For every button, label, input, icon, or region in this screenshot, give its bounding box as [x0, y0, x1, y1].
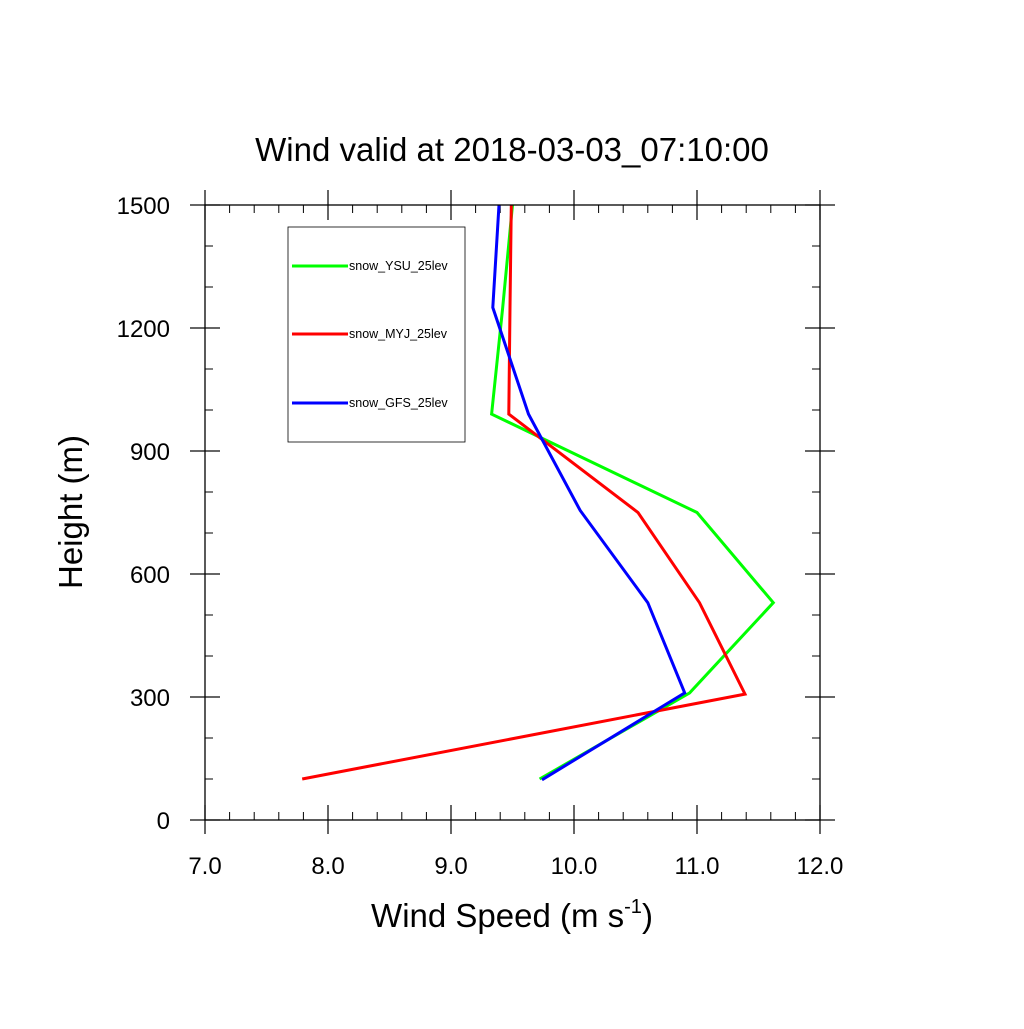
y-tick-label: 0	[157, 808, 170, 835]
y-tick-labels: 0 300 600 900 1200 1500	[117, 193, 170, 835]
minor-ticks	[204, 204, 821, 821]
series-lines	[301, 204, 776, 782]
y-axis-label: Height (m)	[52, 435, 89, 589]
y-tick-label: 1500	[117, 193, 170, 220]
series-line-snow_GFS_25lev	[491, 204, 687, 782]
x-axis-label-main: Wind Speed (m s	[371, 897, 624, 934]
legend-box	[287, 226, 466, 443]
legend: snow_YSU_25lev snow_MYJ_25lev snow_GFS_25l…	[287, 226, 466, 443]
x-axis-label-exponent: -1	[624, 896, 642, 918]
x-tick-label: 7.0	[188, 853, 221, 880]
x-tick-label: 10.0	[551, 853, 598, 880]
x-tick-label: 8.0	[311, 853, 344, 880]
x-tick-label: 12.0	[797, 853, 844, 880]
x-tick-label: 9.0	[434, 853, 467, 880]
legend-label: snow_MYJ_25lev	[349, 327, 448, 341]
plot-frame	[204, 204, 821, 821]
legend-label: snow_YSU_25lev	[349, 259, 448, 273]
x-tick-label: 11.0	[675, 853, 720, 880]
y-tick-label: 600	[130, 562, 170, 589]
chart-title: Wind valid at 2018-03-03_07:10:00	[255, 131, 769, 168]
x-axis-label-suffix: )	[642, 897, 653, 934]
series-line-snow_MYJ_25lev	[301, 204, 748, 781]
y-tick-label: 900	[130, 439, 170, 466]
y-tick-label: 300	[130, 685, 170, 712]
legend-label: snow_GFS_25lev	[349, 396, 448, 410]
x-tick-labels: 7.0 8.0 9.0 10.0 11.0 12.0	[188, 853, 843, 880]
series-line-snow_YSU_25lev	[489, 204, 776, 781]
x-axis-label: Wind Speed (m s-1)	[371, 896, 653, 934]
y-tick-label: 1200	[117, 316, 170, 343]
